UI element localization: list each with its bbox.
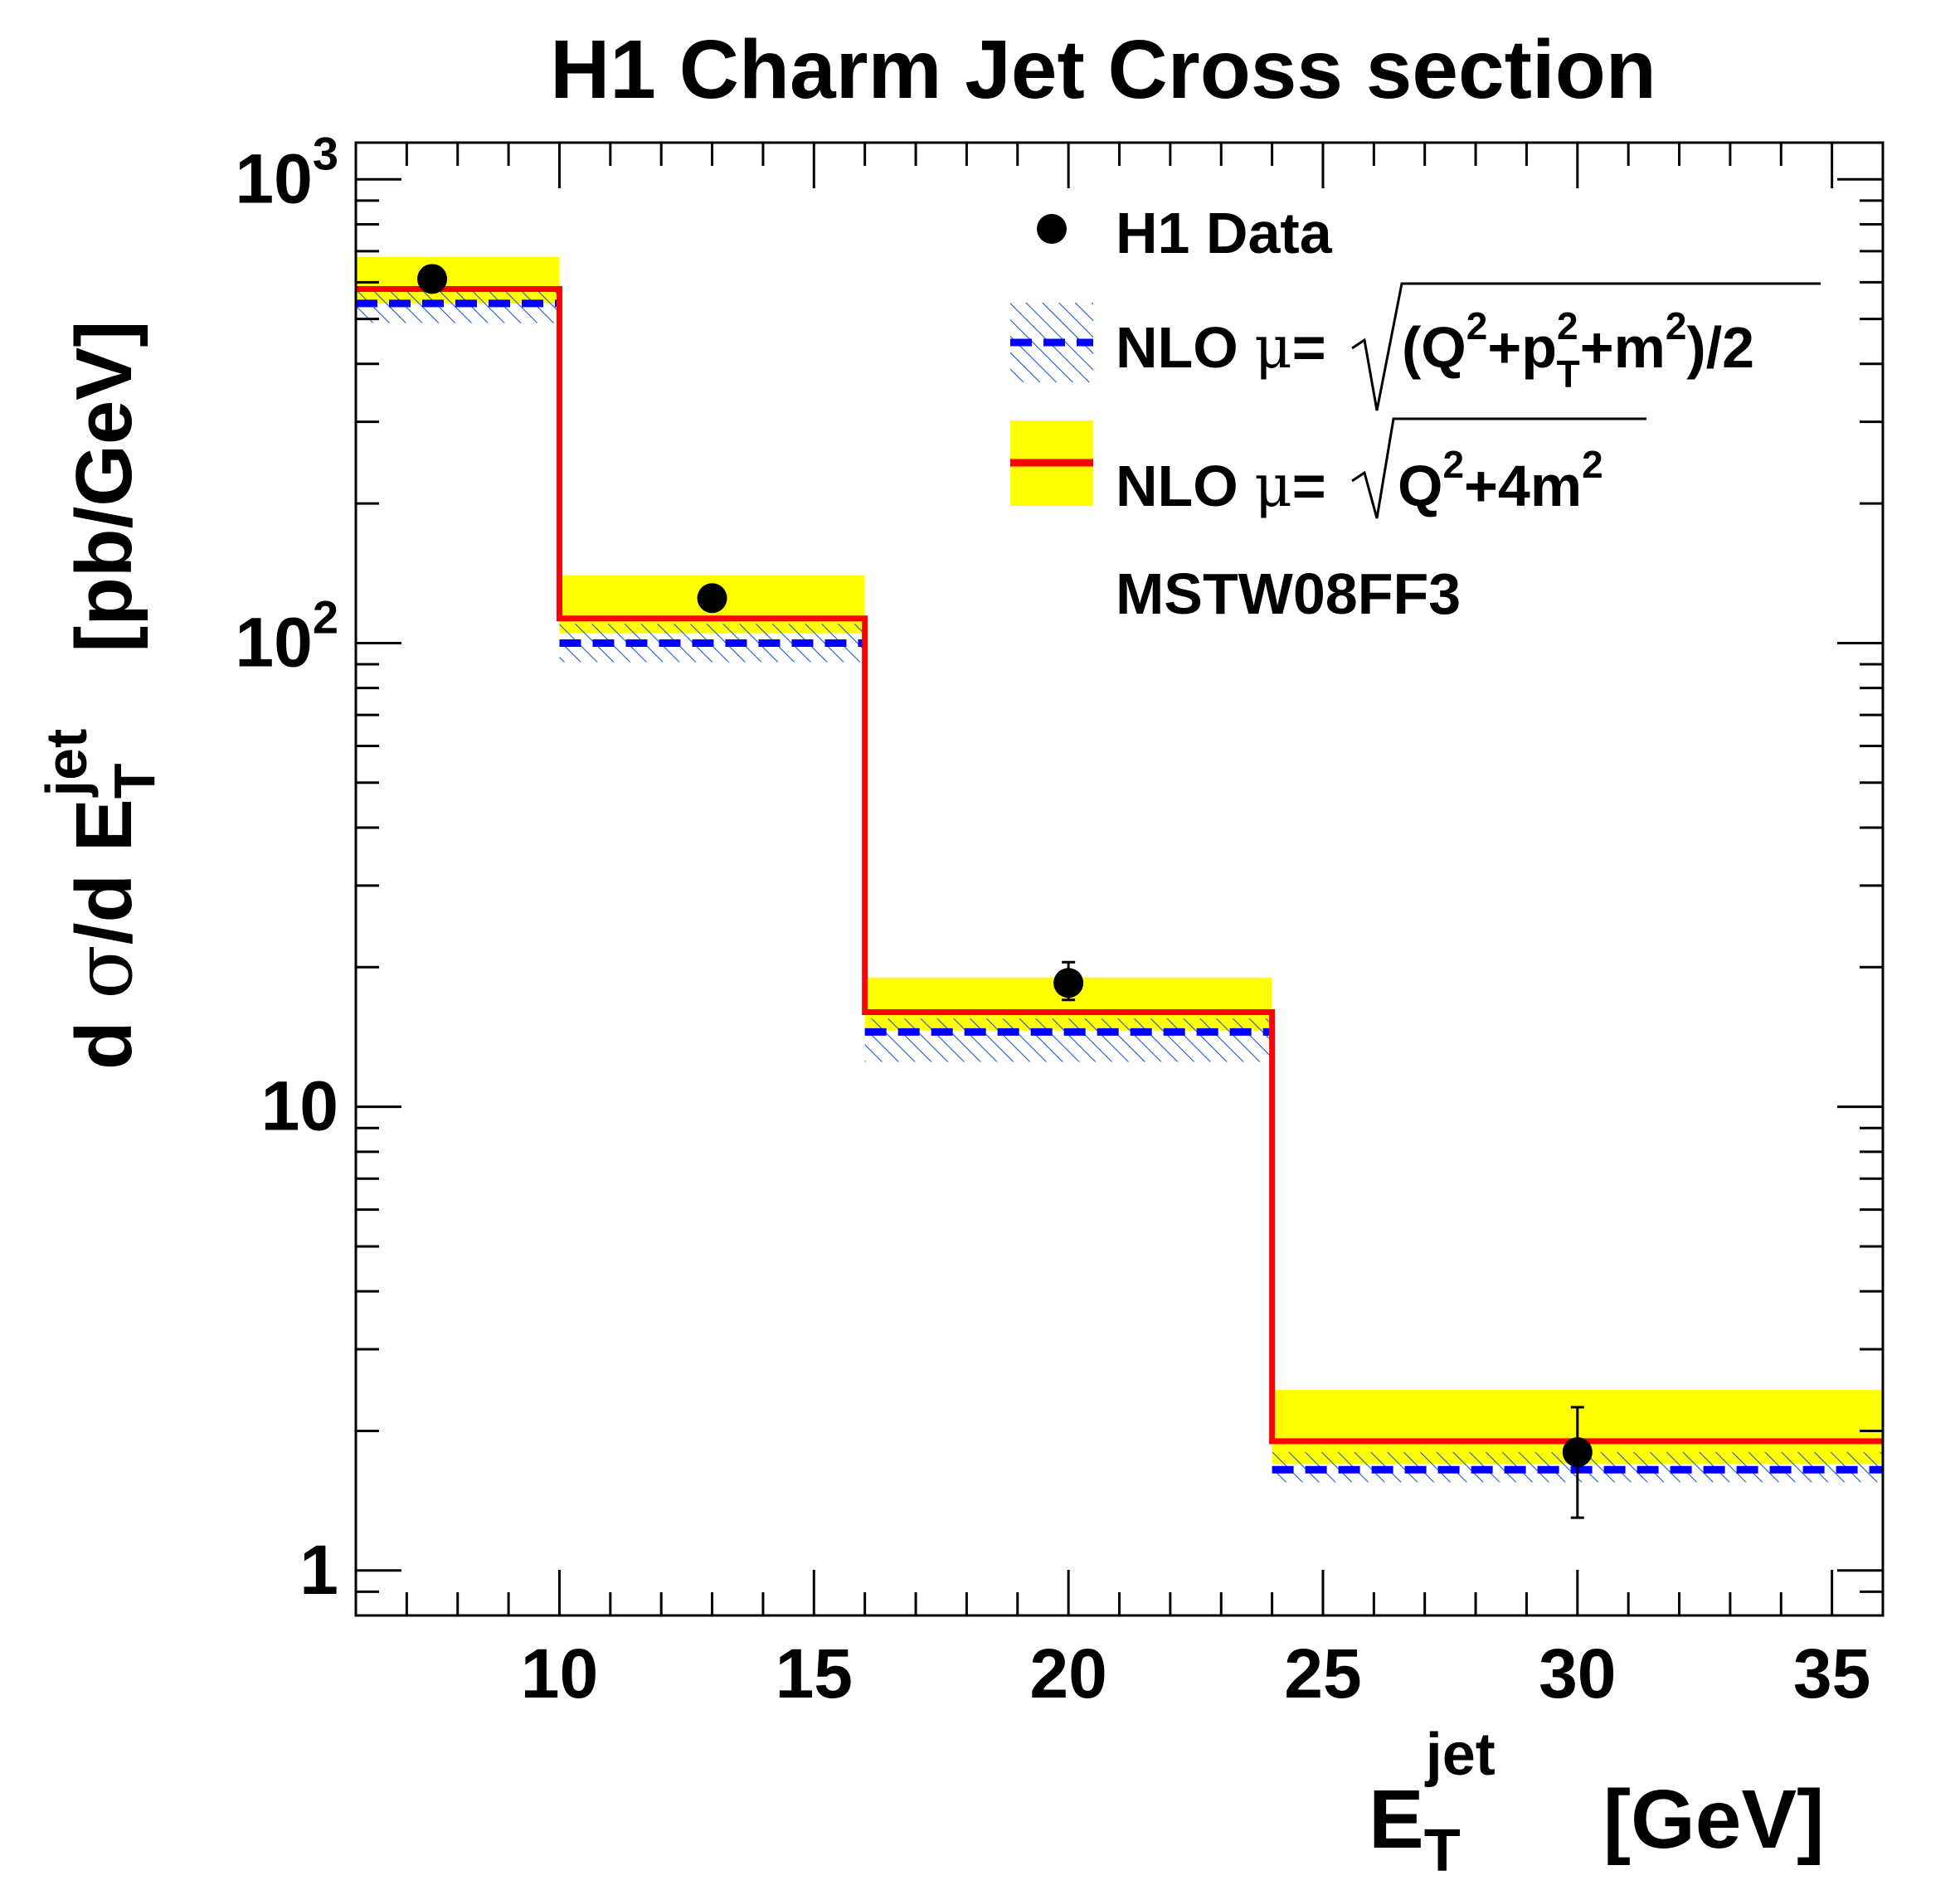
y-label-sub: T <box>102 763 167 799</box>
data-point-2 <box>697 583 727 614</box>
data-point-4 <box>1562 1437 1593 1468</box>
legend-red-mu: μ <box>1254 452 1292 520</box>
y-tick-label-base: 10 <box>261 1067 338 1145</box>
legend-data-marker <box>1037 214 1067 244</box>
x-tick-label-25: 25 <box>1284 1635 1361 1712</box>
x-tick-label-30: 30 <box>1539 1635 1616 1712</box>
y-tick-label-base: 10 <box>235 603 312 681</box>
legend-blue-nlo: NLO <box>1116 315 1238 380</box>
y-tick-label-exp: 2 <box>313 590 338 643</box>
legend-data-label: H1 Data <box>1116 201 1333 265</box>
legend-red-formula: Q2+4m2 <box>1398 443 1603 518</box>
legend-red-radical <box>1351 417 1646 519</box>
y-label-prefix: d <box>60 999 148 1070</box>
legend-red-label: NLO μ= <box>1116 452 1326 520</box>
legend-blue-formula: (Q2+p2 T+m2)/2 <box>1402 304 1754 396</box>
x-label-sub: T <box>1424 1818 1461 1880</box>
hatched-band-bin-3 <box>864 1018 1272 1062</box>
legend-blue-label: NLO μ= <box>1116 313 1326 381</box>
y-label-unit: [pb/GeV] <box>60 321 148 653</box>
y-tick-label-100: 102 <box>235 590 338 681</box>
x-tick-label-15: 15 <box>776 1635 853 1712</box>
data-point-3 <box>1053 968 1084 998</box>
y-label-sigma: σ <box>57 945 150 999</box>
x-axis-label: ETjet [GeV] <box>1369 1722 1824 1880</box>
legend-red-nlo: NLO <box>1116 454 1238 518</box>
chart-title: H1 Charm Jet Cross section <box>550 23 1656 116</box>
legend-blue-mu: μ <box>1254 313 1292 381</box>
data-point-1 <box>417 264 448 294</box>
y-label-middle: /d E <box>60 799 148 945</box>
y-tick-label-exp: 3 <box>313 127 338 179</box>
legend: H1 Data NLO μ= (Q2+p2 T+m2)/2 NLO μ= Q2+4… <box>1010 201 1821 626</box>
x-tick-label-20: 20 <box>1029 1635 1106 1712</box>
y-tick-label-1000: 103 <box>235 127 338 217</box>
data-points <box>417 264 1593 1519</box>
x-label-sup: jet <box>1424 1722 1496 1788</box>
y-tick-label-10: 10 <box>261 1067 338 1145</box>
y-tick-label-1: 1 <box>299 1531 338 1609</box>
y-tick-label-base: 1 <box>299 1531 338 1609</box>
x-label-unit: [GeV] <box>1603 1773 1825 1866</box>
red-step-line <box>356 286 1883 1445</box>
y-label-sup: jet <box>34 729 99 799</box>
y-tick-label-base: 10 <box>235 139 312 217</box>
prediction-bands <box>356 256 1883 1483</box>
y-axis-label: d σ/d ETjet [pb/GeV] <box>34 321 167 1070</box>
x-tick-label-10: 10 <box>521 1635 598 1712</box>
legend-blue-radical <box>1351 282 1821 411</box>
legend-pdf-label: MSTW08FF3 <box>1116 561 1461 626</box>
x-tick-label-35: 35 <box>1793 1635 1870 1712</box>
x-label-base: E <box>1369 1773 1424 1866</box>
